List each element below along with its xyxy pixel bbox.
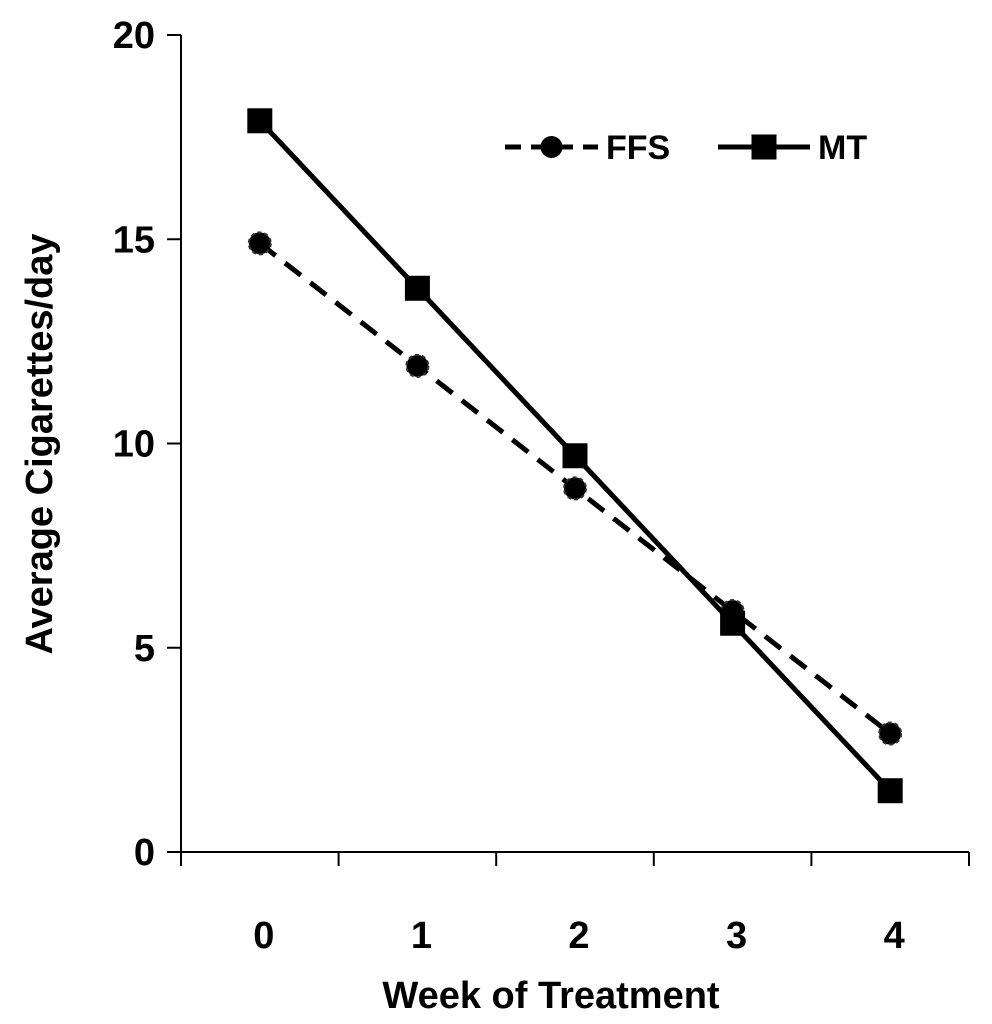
data-point-ffs xyxy=(405,353,430,378)
legend-label: FFS xyxy=(606,129,670,167)
legend-item-ffs: FFS xyxy=(505,129,670,167)
legend: FFS MT xyxy=(505,129,867,167)
legend-label: MT xyxy=(818,129,867,167)
legend-marker xyxy=(540,136,563,158)
x-axis-title: Week of Treatment xyxy=(382,975,720,1017)
data-point-mt xyxy=(877,778,903,804)
y-tick-label: 20 xyxy=(113,15,155,57)
data-point-mt xyxy=(720,610,746,636)
x-axis-ticks: 0 1 2 3 4 xyxy=(180,852,970,957)
data-point-mt xyxy=(404,275,430,301)
data-point-ffs xyxy=(247,231,272,256)
data-point-ffs xyxy=(563,476,587,501)
y-tick-label: 15 xyxy=(113,219,155,261)
x-tick-label: 3 xyxy=(726,915,747,957)
data-point-mt xyxy=(247,108,273,134)
y-tick-label: 0 xyxy=(134,832,155,874)
x-tick-label: 1 xyxy=(411,915,432,957)
data-point-mt xyxy=(562,443,588,469)
series-layer xyxy=(247,108,903,804)
series-mt xyxy=(247,108,903,804)
y-tick-label: 10 xyxy=(113,424,155,466)
y-axis-title: Average Cigarettes/day xyxy=(19,233,61,654)
y-tick-label: 5 xyxy=(134,628,155,670)
series-ffs xyxy=(247,231,903,746)
x-tick-label: 0 xyxy=(253,915,274,957)
legend-marker xyxy=(751,134,777,160)
x-tick-label: 2 xyxy=(568,915,589,957)
x-tick-label: 4 xyxy=(884,915,905,957)
data-point-ffs xyxy=(878,721,903,746)
legend-item-mt: MT xyxy=(718,129,867,167)
y-axis-ticks: 0 5 10 15 20 xyxy=(113,15,181,874)
